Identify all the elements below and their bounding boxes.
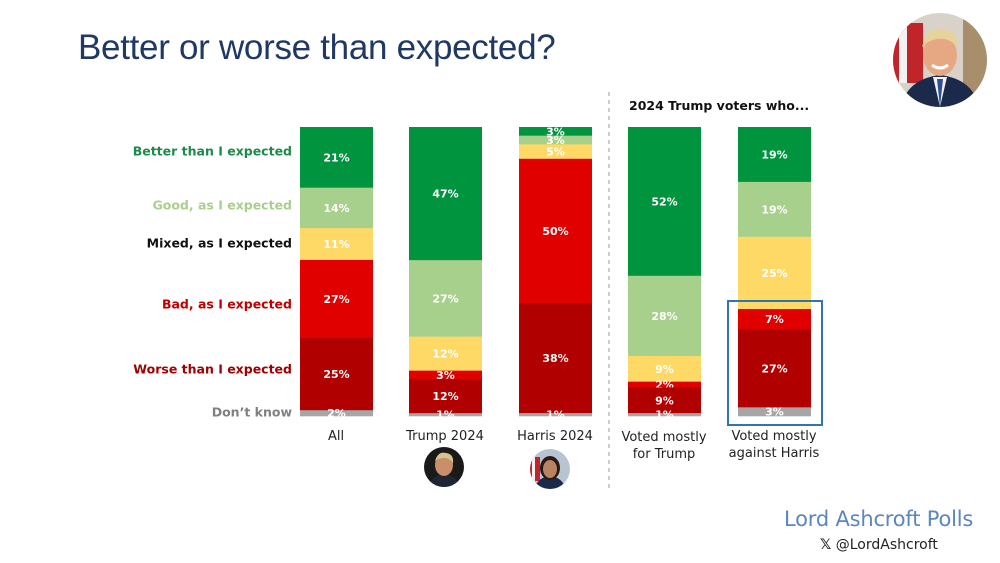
bar-segment: [628, 275, 701, 357]
bar-segment: [519, 413, 592, 417]
legend-label-better: Better than I expected: [132, 143, 292, 159]
trump-portrait-photo: [893, 13, 987, 107]
bar-segment: [300, 337, 373, 411]
legend-label-worse: Worse than I expected: [133, 361, 292, 377]
bar-segment: [738, 236, 811, 310]
bar-segment: [300, 187, 373, 229]
data-label: 3%: [546, 134, 565, 147]
harris-avatar-photo: [530, 449, 570, 489]
bar-segment: [519, 158, 592, 304]
category-label-line: Trump 2024: [406, 429, 484, 444]
subgroup-title: 2024 Trump voters who...: [629, 98, 810, 113]
category-label-trump-2024: Trump 2024: [385, 428, 505, 445]
bar-segment: [628, 381, 701, 388]
data-label: 2%: [327, 407, 346, 420]
data-label: 25%: [323, 368, 349, 381]
legend-label-mixed: Mixed, as I expected: [146, 235, 292, 251]
bar-segment: [409, 413, 482, 417]
bar-segment: [300, 410, 373, 417]
bar-segment: [409, 370, 482, 380]
data-label: 1%: [655, 409, 674, 422]
bar-segment: [300, 259, 373, 339]
bar-segment: [409, 379, 482, 414]
data-label: 21%: [323, 151, 349, 164]
category-label-voted-mostly-against-harris: Voted mostly against Harris: [714, 428, 834, 462]
category-label-all: All: [276, 428, 396, 445]
bar-segment: [519, 127, 592, 136]
bar-segment: [628, 355, 701, 382]
data-label: 28%: [651, 310, 677, 323]
bar-segment: [738, 407, 811, 417]
trump-avatar-photo: [424, 447, 464, 487]
bar-segment: [628, 127, 701, 277]
data-label: 9%: [655, 363, 674, 376]
bar-segment: [409, 336, 482, 371]
bar-segment: [300, 228, 373, 261]
data-label: 27%: [432, 292, 458, 305]
bar-segment: [519, 144, 592, 160]
highlight-box: [727, 300, 823, 426]
legend-label-bad: Bad, as I expected: [161, 296, 292, 312]
handle-text: @LordAshcroft: [835, 537, 938, 553]
bar-segment: [738, 127, 811, 183]
data-label: 12%: [432, 390, 458, 403]
data-label: 25%: [761, 267, 787, 280]
category-label-line: for Trump: [632, 447, 696, 462]
data-label: 19%: [761, 148, 787, 161]
bar-segment: [738, 181, 811, 238]
bar-segment: [300, 127, 373, 188]
data-label: 7%: [765, 313, 784, 326]
legend-label-good: Good, as I expected: [152, 197, 293, 213]
category-label-line: All: [327, 429, 345, 444]
data-label: 3%: [546, 125, 565, 138]
bar-segment: [409, 127, 482, 261]
bar-segment: [628, 387, 701, 414]
bar-segment: [409, 260, 482, 337]
data-label: 9%: [655, 394, 674, 407]
data-label: 27%: [323, 293, 349, 306]
data-label: 3%: [436, 369, 455, 382]
data-label: 19%: [761, 203, 787, 216]
bar-segment: [738, 329, 811, 408]
bar-segment: [519, 303, 592, 414]
social-handle[interactable]: 𝕏 @LordAshcroft: [820, 537, 938, 553]
category-label-line: Voted mostly: [731, 429, 817, 444]
category-label-line: against Harris: [728, 446, 820, 461]
data-label: 12%: [432, 348, 458, 361]
x-logo-icon: 𝕏: [820, 537, 832, 553]
bar-segment: [738, 309, 811, 330]
data-label: 38%: [542, 352, 568, 365]
data-label: 52%: [651, 195, 677, 208]
legend-label-dont-know: Don’t know: [211, 404, 292, 420]
data-label: 5%: [546, 146, 565, 159]
category-label-line: Voted mostly: [621, 430, 707, 445]
data-label: 27%: [761, 362, 787, 375]
data-label: 14%: [323, 202, 349, 215]
data-label: 47%: [432, 188, 458, 201]
category-label-harris-2024: Harris 2024: [495, 428, 615, 445]
brand-name: Lord Ashcroft Polls: [784, 507, 974, 531]
category-label-line: Harris 2024: [517, 429, 593, 444]
bar-segment: [628, 413, 701, 417]
data-label: 3%: [765, 406, 784, 419]
data-label: 1%: [546, 409, 565, 422]
page-title: Better or worse than expected?: [78, 28, 556, 67]
data-label: 11%: [323, 238, 349, 251]
bar-segment: [519, 135, 592, 145]
category-label-voted-mostly-for-trump: Voted mostly for Trump: [604, 429, 724, 463]
data-label: 1%: [436, 409, 455, 422]
data-label: 50%: [542, 225, 568, 238]
